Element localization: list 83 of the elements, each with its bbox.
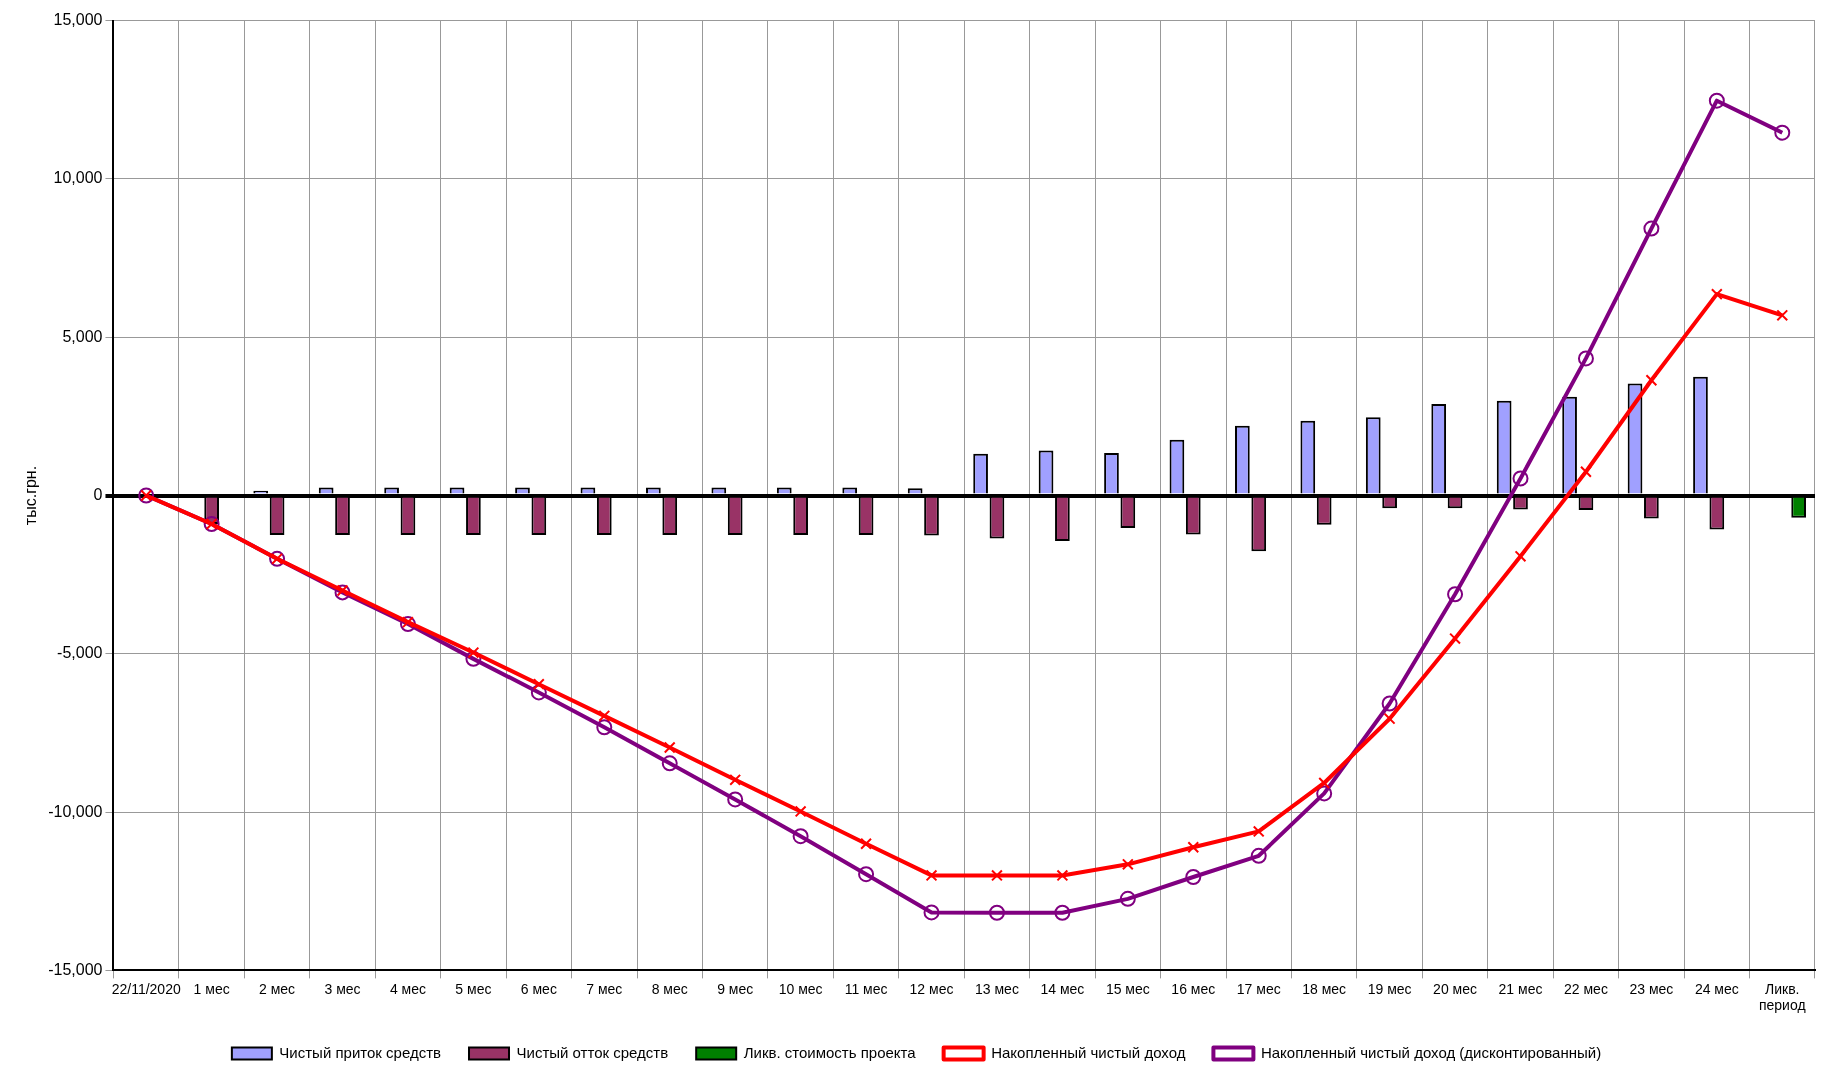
point [1776,309,1789,322]
point [1316,785,1333,802]
x-tick-label: 14 мес [1040,980,1085,997]
point [1774,124,1791,141]
x-tick-label: 22/11/2020 [111,980,181,997]
x-tick-label: 23 мес [1629,980,1674,997]
x-tick-label: 15 мес [1105,980,1150,997]
x-tick-label: 19 мес [1367,980,1412,997]
x-tick-label: 17 мес [1236,980,1281,997]
x-tick-label: 7 мес [586,980,623,997]
point [923,904,940,921]
point [1643,220,1660,237]
point [792,828,809,845]
y-tick-label: -5,000 [57,644,103,662]
point [530,684,547,701]
point [1645,374,1658,387]
point [334,584,351,601]
point [860,837,873,850]
point [402,616,414,629]
x-tick-label: 6 мес [520,980,557,997]
point [1187,841,1200,854]
point [663,741,676,754]
point [1708,92,1725,109]
point [1447,586,1464,603]
x-tick-label: 20 мес [1433,980,1477,997]
point [1710,288,1723,301]
point [1383,712,1396,725]
point [729,773,742,786]
point [858,866,875,883]
y-tick-label: 0 [93,485,103,503]
y-tick-label: -10,000 [48,802,103,820]
x-tick-label: 8 мес [651,980,688,997]
point [1577,350,1594,367]
y-tick-label: 10,000 [53,169,103,187]
x-tick-label: 21 мес [1498,980,1543,997]
x-tick-label: 11 мес [844,980,888,997]
point [1250,847,1267,864]
y-tick-label: -15,000 [48,960,103,978]
point [1056,869,1069,882]
point [991,869,1003,882]
point [532,678,545,691]
point [1252,825,1265,838]
point [1381,695,1398,712]
legend-label: Ликв. стоимость проекта [743,1043,917,1061]
x-tick-label: 12 мес [909,980,954,997]
point [399,616,416,633]
x-tick-label: Ликв. период [1758,980,1806,1014]
point [336,584,349,597]
point [1318,777,1331,789]
x-tick-label: 16 мес [1171,980,1216,997]
x-tick-label: 13 мес [975,980,1019,997]
point [1121,858,1134,871]
y-tick-label: 15,000 [53,11,103,29]
legend-label: Чистый отток средств [516,1043,669,1061]
legend-label: Накопленный чистый доход (дисконтированный) [1260,1043,1602,1061]
point [1119,890,1136,907]
x-tick-label: 2 мес [259,980,296,997]
point [794,805,807,818]
x-tick-label: 5 мес [455,980,492,997]
point [925,869,938,882]
point [467,646,480,659]
point [1512,470,1529,487]
point [727,791,744,808]
point [988,904,1005,921]
x-tick-label: 3 мес [324,980,361,997]
point [1185,869,1202,885]
x-tick-label: 18 мес [1302,980,1347,997]
y-axis-title: тыс.грн. [22,465,40,526]
y-tick-label: 5,000 [62,327,103,345]
x-tick-label: 22 мес [1564,980,1608,997]
legend-label: Чистый приток средств [279,1043,442,1061]
x-tick-label: 24 мес [1694,980,1739,997]
x-tick-label: 1 мес [193,980,230,997]
point [1580,465,1592,478]
point [1054,904,1071,921]
x-tick-label: 9 мес [717,980,754,997]
point [465,650,482,667]
x-tick-label: 10 мес [778,980,823,997]
point [661,755,678,772]
point [596,719,613,736]
legend-label: Накопленный чистый доход [991,1043,1186,1061]
point [598,709,611,722]
x-tick-label: 4 мес [389,980,427,997]
